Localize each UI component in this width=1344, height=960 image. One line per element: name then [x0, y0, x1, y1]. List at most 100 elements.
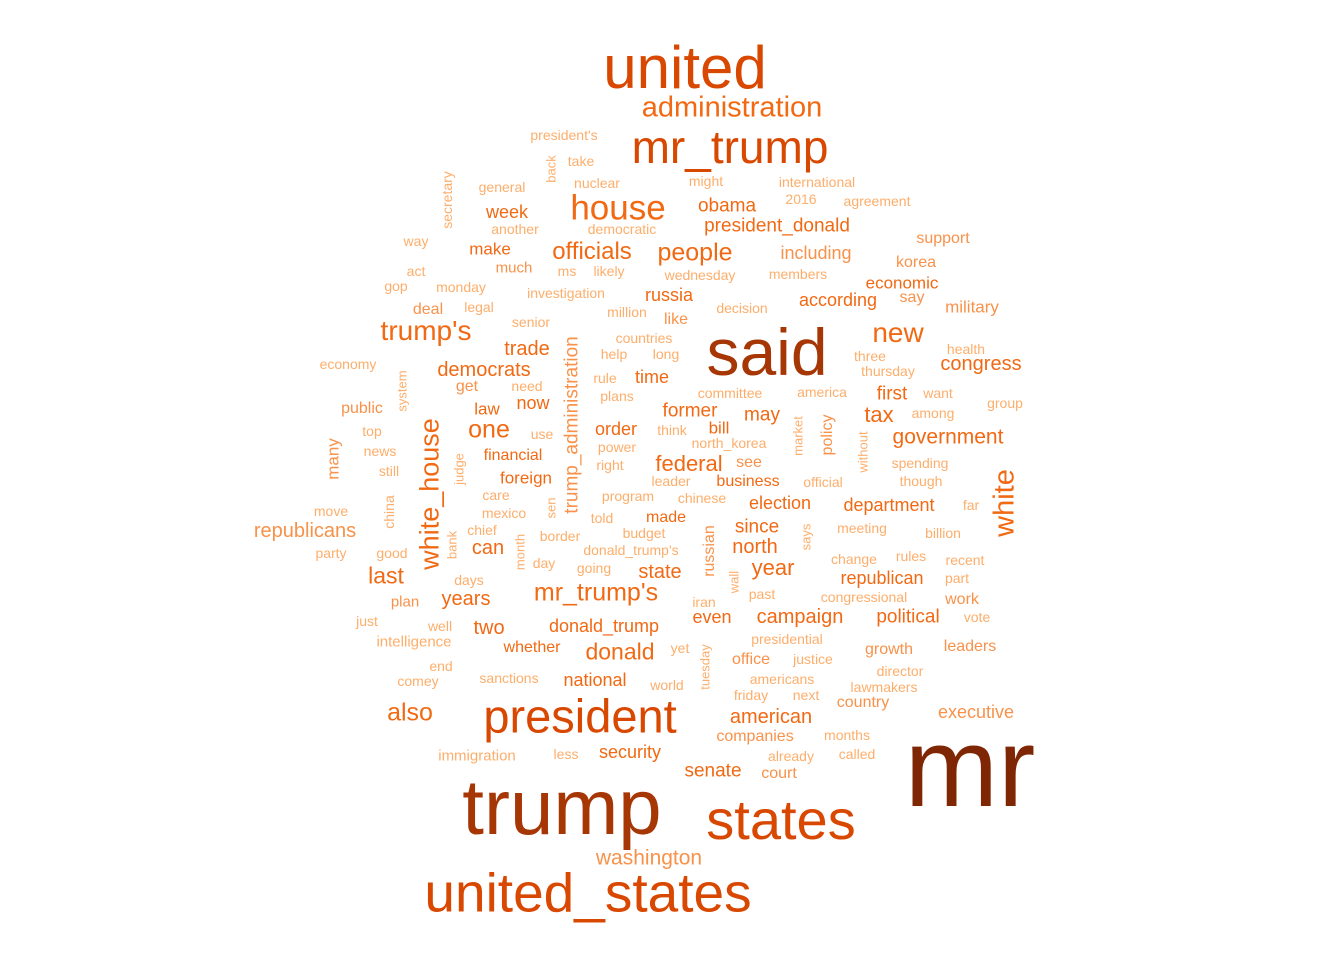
word-bank: bank — [444, 530, 460, 560]
word-though: though — [899, 473, 943, 489]
word-health: health — [946, 341, 986, 357]
word-years: years — [441, 588, 491, 610]
word-congressional: congressional — [820, 589, 908, 605]
word-since: since — [734, 516, 780, 538]
word-policy: policy — [819, 414, 836, 456]
word-chief: chief — [467, 522, 497, 538]
word-congress: congress — [940, 353, 1022, 375]
word-less: less — [553, 746, 579, 762]
word-another: another — [491, 221, 539, 237]
word-immigration: immigration — [438, 747, 516, 765]
word-comey: comey — [397, 673, 439, 689]
word-trump: trump — [462, 763, 662, 851]
word-white: white — [988, 469, 1021, 537]
word-plan: plan — [390, 593, 420, 611]
word-plans: plans — [600, 388, 634, 404]
word-people: people — [657, 238, 733, 267]
word-yet: yet — [670, 640, 690, 656]
word-donald-trump-s: donald_trump's — [583, 542, 679, 558]
word-president: president — [483, 689, 677, 743]
word-help: help — [600, 346, 628, 362]
word-including: including — [780, 243, 852, 263]
word-court: court — [761, 765, 797, 782]
word-care: care — [482, 487, 510, 503]
word-recent: recent — [945, 552, 985, 568]
word-act: act — [406, 263, 426, 279]
word-ms: ms — [557, 263, 577, 279]
word-support: support — [916, 230, 970, 247]
word-department: department — [843, 495, 935, 515]
word-north: north — [732, 536, 778, 558]
word-intelligence: intelligence — [376, 633, 452, 651]
word-sen: sen — [543, 497, 559, 519]
word-military: military — [945, 297, 999, 317]
word-long: long — [652, 346, 680, 362]
word-part: part — [944, 570, 970, 586]
word-move: move — [313, 503, 349, 519]
word-leaders: leaders — [943, 638, 997, 655]
word-right: right — [596, 457, 624, 473]
word-says: says — [798, 523, 814, 551]
word-one: one — [468, 415, 510, 444]
word-security: security — [598, 742, 662, 762]
word-countries: countries — [615, 330, 673, 346]
word-administration: administration — [641, 91, 823, 124]
word-rule: rule — [593, 370, 617, 386]
word-agreement: agreement — [843, 193, 911, 209]
word-north-korea: north_korea — [691, 435, 767, 451]
word-justice: justice — [793, 651, 833, 667]
word-among: among — [911, 405, 955, 421]
word-bill: bill — [708, 418, 730, 438]
word-members: members — [768, 266, 828, 282]
word-made: made — [645, 509, 687, 526]
word-far: far — [962, 497, 980, 513]
word-international: international — [778, 174, 856, 190]
word-might: might — [688, 173, 724, 189]
word-next: next — [792, 687, 820, 703]
word-leader: leader — [651, 473, 691, 489]
word-even: even — [692, 607, 732, 627]
word-say: say — [899, 289, 925, 306]
word-gop: gop — [384, 278, 408, 294]
word-mr-trump: mr_trump — [631, 121, 829, 173]
word-financial: financial — [483, 447, 543, 464]
word-growth: growth — [864, 641, 914, 658]
word-monday: monday — [436, 279, 486, 295]
word-work: work — [945, 591, 979, 608]
word-time: time — [634, 367, 670, 387]
word-republican: republican — [840, 568, 924, 588]
word-executive: executive — [937, 702, 1015, 722]
word-called: called — [838, 746, 876, 762]
word-america: america — [797, 384, 847, 400]
word-already: already — [768, 748, 814, 764]
word-campaign: campaign — [756, 606, 844, 628]
word-officials: officials — [552, 238, 632, 265]
word-foreign: foreign — [500, 468, 552, 488]
word-market: market — [790, 416, 806, 456]
word-sanctions: sanctions — [479, 670, 539, 686]
word-day: day — [532, 555, 556, 571]
word-told: told — [590, 510, 614, 526]
word-trade: trade — [504, 338, 550, 360]
word-committee: committee — [697, 385, 763, 401]
word-korea: korea — [895, 254, 937, 271]
word-first: first — [876, 383, 908, 405]
word-house: house — [570, 188, 666, 228]
word-million: million — [607, 304, 647, 320]
word-wednesday: wednesday — [664, 267, 736, 283]
word-democratic: democratic — [587, 221, 657, 237]
word-without: without — [855, 431, 871, 473]
word-order: order — [594, 419, 638, 439]
word-democrats: democrats — [437, 359, 531, 381]
word-public: public — [341, 400, 383, 417]
word-united: united — [603, 34, 767, 101]
word-united-states: united_states — [424, 861, 752, 924]
word-change: change — [831, 551, 877, 567]
word-office: office — [732, 651, 770, 668]
word-political: political — [876, 606, 940, 628]
word-border: border — [539, 528, 581, 544]
word-mr-trump-s: mr_trump's — [533, 578, 659, 607]
word-way: way — [403, 233, 429, 249]
word-2016: 2016 — [785, 191, 817, 207]
word-said: said — [706, 315, 828, 389]
